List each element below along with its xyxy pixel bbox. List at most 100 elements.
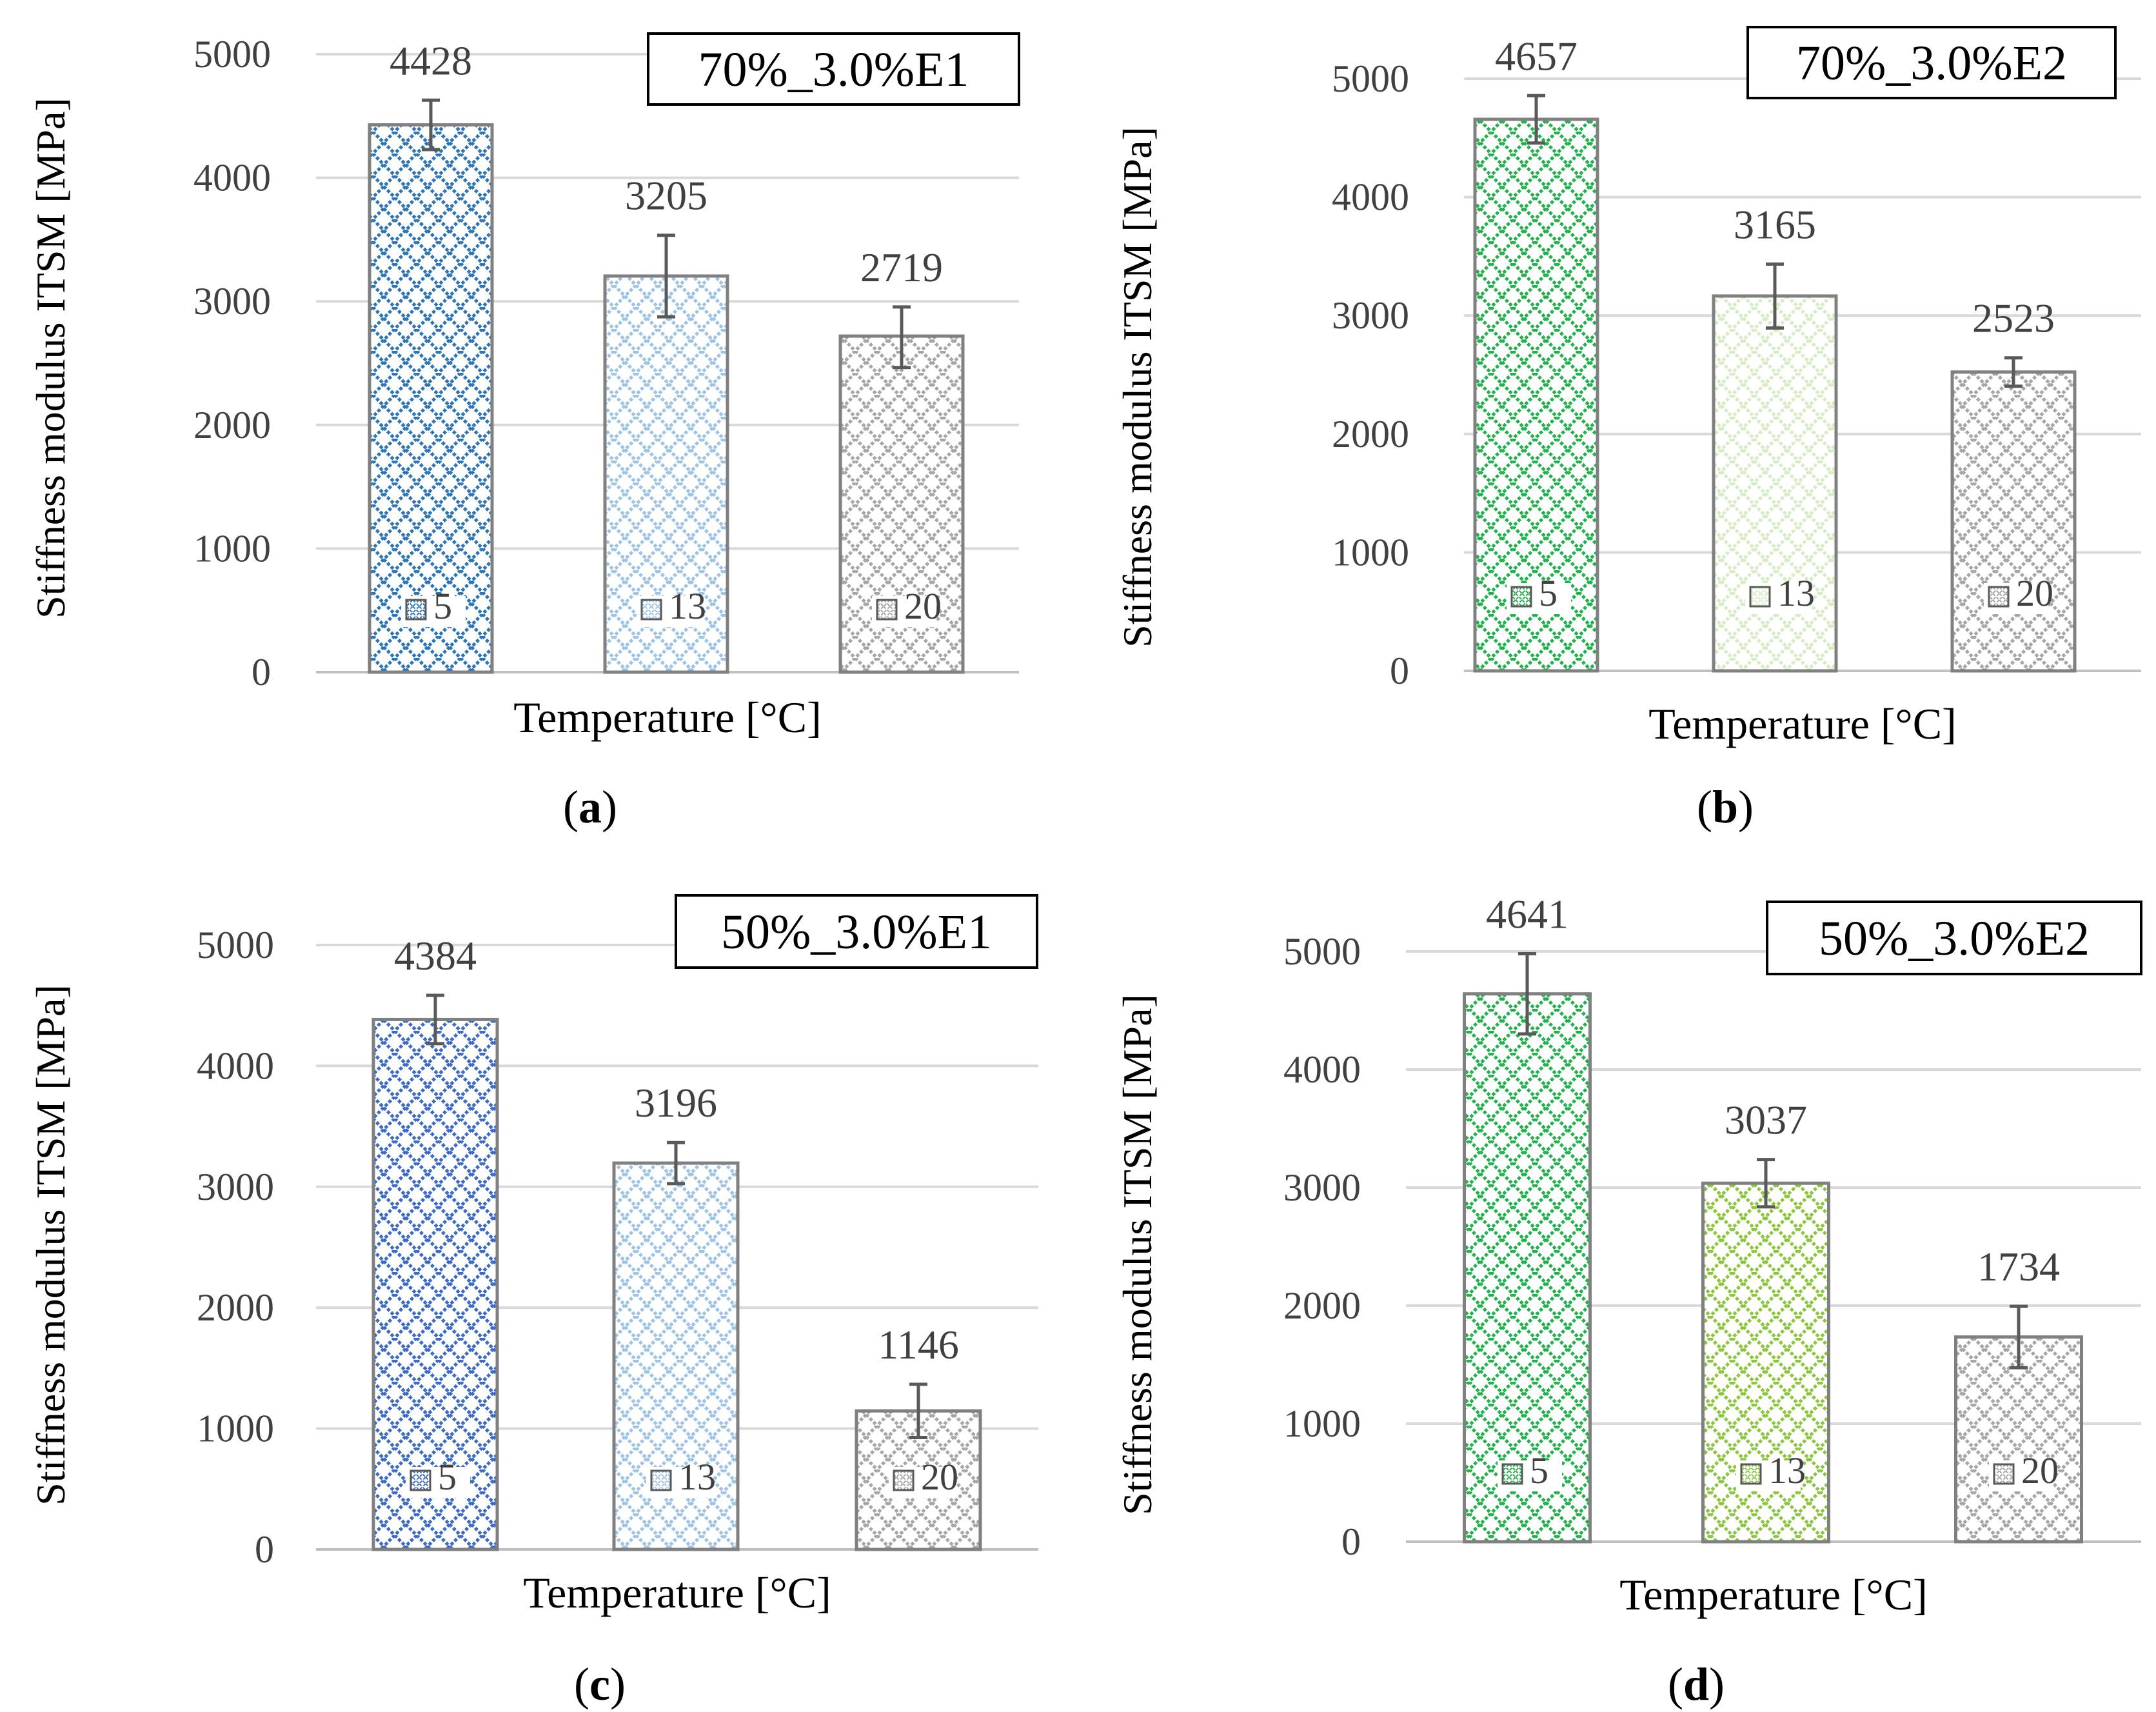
legend-swatch bbox=[1993, 1463, 2015, 1485]
chart-title: 70%_3.0%E2 bbox=[1796, 36, 2067, 90]
bar-20 bbox=[1954, 1335, 2083, 1544]
y-tick-label: 1000 bbox=[1332, 531, 1409, 573]
y-tick-label: 5000 bbox=[193, 33, 271, 75]
legend-entry-13: 13 bbox=[1736, 1449, 1806, 1491]
data-label: 4428 bbox=[390, 37, 472, 83]
legend-entry-13: 13 bbox=[637, 585, 706, 627]
legend-label: 13 bbox=[1777, 572, 1815, 614]
data-label: 2523 bbox=[1972, 295, 2055, 341]
chart-panel-d: 0 1000 2000 3000 4000 5000 4641 5 3037 13 1734 20 50… bbox=[1114, 891, 2142, 1710]
y-tick-label: 0 bbox=[255, 1528, 274, 1571]
x-axis-title: Temperature [°C] bbox=[1619, 1570, 1927, 1619]
legend-label: 13 bbox=[669, 585, 706, 627]
y-tick-label: 4000 bbox=[197, 1044, 274, 1087]
data-label: 4641 bbox=[1486, 891, 1568, 937]
data-label: 2719 bbox=[860, 244, 943, 290]
y-tick-label: 2000 bbox=[193, 404, 271, 446]
x-axis-title: Temperature [°C] bbox=[513, 693, 821, 742]
legend-entry-5: 5 bbox=[1507, 572, 1571, 614]
bar-5 bbox=[1473, 117, 1599, 673]
chart-panel-b: 0 1000 2000 3000 4000 5000 4657 5 3165 13 2523 20 70… bbox=[1114, 26, 2141, 833]
legend-swatch bbox=[640, 599, 662, 621]
legend-label: 20 bbox=[2021, 1449, 2059, 1491]
legend-swatch bbox=[650, 1469, 672, 1491]
legend-label: 5 bbox=[438, 1456, 457, 1498]
data-label: 3196 bbox=[635, 1080, 717, 1126]
chart-title: 50%_3.0%E2 bbox=[1819, 911, 2090, 966]
y-tick-label: 5000 bbox=[1332, 57, 1409, 100]
legend-entry-5: 5 bbox=[401, 585, 466, 627]
chart-title: 70%_3.0%E1 bbox=[698, 43, 969, 97]
data-label: 3205 bbox=[625, 173, 707, 219]
panel-label: (c) bbox=[574, 1658, 626, 1710]
x-axis-title: Temperature [°C] bbox=[1648, 699, 1956, 748]
legend-swatch bbox=[1749, 586, 1771, 608]
data-label: 4384 bbox=[394, 933, 477, 979]
bar-5 bbox=[1463, 992, 1592, 1544]
y-axis-title: Stiffness modulus ITSM [MPa] bbox=[28, 97, 74, 619]
legend-swatch bbox=[1501, 1463, 1523, 1485]
chart-title-box bbox=[1766, 901, 2142, 975]
legend-label: 20 bbox=[2016, 572, 2053, 614]
legend-swatch bbox=[405, 599, 427, 621]
panel-label: (b) bbox=[1697, 781, 1754, 833]
panel-label: (d) bbox=[1668, 1658, 1725, 1710]
y-tick-label: 0 bbox=[252, 651, 271, 693]
legend-label: 20 bbox=[904, 585, 942, 627]
y-tick-label: 2000 bbox=[1332, 413, 1409, 455]
legend-label: 13 bbox=[678, 1456, 716, 1498]
data-label: 3165 bbox=[1734, 201, 1816, 247]
y-tick-label: 1000 bbox=[193, 527, 271, 570]
y-axis-title: Stiffness modulus ITSM [MPa] bbox=[1114, 126, 1160, 648]
y-tick-label: 4000 bbox=[1332, 176, 1409, 219]
y-tick-label: 3000 bbox=[197, 1166, 274, 1208]
y-tick-label: 3000 bbox=[1332, 294, 1409, 337]
data-label: 1146 bbox=[878, 1322, 959, 1368]
legend-label: 5 bbox=[1530, 1449, 1548, 1491]
legend-label: 13 bbox=[1768, 1449, 1806, 1491]
y-tick-label: 1000 bbox=[1283, 1402, 1361, 1445]
data-label: 1734 bbox=[1977, 1244, 2060, 1289]
legend-swatch bbox=[1988, 586, 2010, 608]
x-axis-title: Temperature [°C] bbox=[523, 1568, 831, 1617]
bar-5 bbox=[368, 123, 494, 674]
legend-entry-5: 5 bbox=[406, 1456, 470, 1498]
legend-label: 5 bbox=[1539, 572, 1558, 614]
chart-title-box bbox=[675, 894, 1038, 969]
legend-entry-20: 20 bbox=[1989, 1449, 2059, 1491]
bar-20 bbox=[1950, 370, 2077, 673]
y-tick-label: 5000 bbox=[1283, 930, 1361, 973]
legend-swatch bbox=[876, 599, 898, 621]
y-tick-label: 1000 bbox=[197, 1408, 274, 1450]
legend-swatch bbox=[893, 1469, 915, 1491]
y-tick-label: 3000 bbox=[193, 280, 271, 323]
legend-entry-20: 20 bbox=[889, 1456, 958, 1498]
legend-entry-13: 13 bbox=[646, 1456, 716, 1498]
y-axis-title: Stiffness modulus ITSM [MPa] bbox=[28, 984, 74, 1506]
chart-title-box bbox=[1746, 26, 2117, 99]
data-label: 3037 bbox=[1725, 1097, 1807, 1143]
y-tick-label: 0 bbox=[1390, 650, 1409, 692]
legend-entry-5: 5 bbox=[1498, 1449, 1562, 1491]
y-tick-label: 3000 bbox=[1283, 1166, 1361, 1209]
chart-panel-c: 0 1000 2000 3000 4000 5000 4384 5 3196 13 1146 20 50… bbox=[28, 894, 1038, 1710]
legend-label: 20 bbox=[921, 1456, 958, 1498]
bar-13 bbox=[1712, 294, 1838, 673]
y-tick-label: 5000 bbox=[197, 924, 274, 966]
legend-entry-20: 20 bbox=[872, 585, 942, 627]
data-label: 4657 bbox=[1495, 33, 1577, 79]
legend-swatch bbox=[1510, 586, 1532, 608]
y-axis-title: Stiffness modulus ITSM [MPa] bbox=[1114, 994, 1160, 1515]
chart-title-box bbox=[647, 32, 1020, 106]
y-tick-label: 4000 bbox=[1283, 1048, 1361, 1091]
legend-swatch bbox=[410, 1469, 431, 1491]
chart-panel-a: 0 1000 2000 3000 4000 5000 4428 5 3205 13 2719 20 70… bbox=[28, 32, 1020, 833]
legend-entry-13: 13 bbox=[1745, 572, 1815, 614]
y-tick-label: 4000 bbox=[193, 157, 271, 199]
legend-label: 5 bbox=[433, 585, 452, 627]
y-tick-label: 0 bbox=[1341, 1520, 1361, 1563]
chart-title: 50%_3.0%E1 bbox=[721, 905, 992, 959]
legend-swatch bbox=[1740, 1463, 1762, 1485]
legend-entry-20: 20 bbox=[1984, 572, 2053, 614]
panel-label: (a) bbox=[563, 781, 617, 833]
